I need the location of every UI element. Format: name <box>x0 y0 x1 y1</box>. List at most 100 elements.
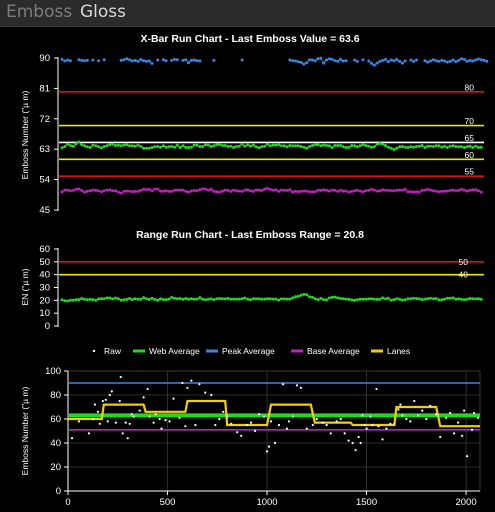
range-point <box>161 298 165 302</box>
range-point <box>229 297 233 301</box>
xbar-point-peak <box>423 59 427 63</box>
range-point <box>68 298 72 302</box>
range-point <box>102 297 106 301</box>
xbar-point-web <box>471 146 475 149</box>
range-point <box>350 298 354 302</box>
raw-y-tick-label: 100 <box>45 366 61 377</box>
xbar-point-base <box>333 188 337 192</box>
xbar-point-peak <box>460 57 463 61</box>
xbar-point-base <box>116 190 120 194</box>
xbar-point-web <box>378 142 382 145</box>
raw-point <box>435 413 438 416</box>
xbar-point-base <box>66 188 70 192</box>
xbar-point-base <box>136 189 140 193</box>
xbar-point-web <box>94 144 98 148</box>
legend-label: Web Average <box>149 346 200 356</box>
xbar-point-peak <box>400 61 404 65</box>
xbar-point-web <box>409 145 413 149</box>
range-point <box>431 297 435 301</box>
xbar-point-peak <box>409 58 413 62</box>
xbar-point-base <box>234 189 238 193</box>
range-point <box>63 299 67 303</box>
range-limit-label: 50 <box>459 257 469 267</box>
xbar-point-peak <box>330 57 334 61</box>
xbar-chart: X-Bar Run Chart - Last Emboss Value = 63… <box>20 33 489 216</box>
xbar-point-base <box>308 190 312 194</box>
xbar-point-web <box>147 146 151 150</box>
range-point <box>468 297 472 300</box>
range-point <box>474 297 478 301</box>
xbar-point-base <box>474 188 478 192</box>
raw-point <box>114 421 117 424</box>
xbar-point-base <box>251 189 255 193</box>
raw-point <box>110 390 113 393</box>
range-point <box>370 297 373 301</box>
range-point <box>215 297 219 301</box>
xbar-point-web <box>173 145 176 149</box>
raw-point <box>250 421 253 424</box>
range-point <box>336 296 340 300</box>
xbar-point-base <box>97 189 101 193</box>
xbar-point-web <box>150 146 154 149</box>
range-point <box>353 298 357 302</box>
xbar-point-web <box>336 144 340 147</box>
xbar-point-web <box>479 145 483 149</box>
range-point <box>426 297 430 301</box>
xbar-point-peak <box>485 59 489 63</box>
range-point <box>170 295 174 299</box>
xbar-point-web <box>125 143 129 147</box>
range-point <box>74 298 78 302</box>
xbar-point-peak <box>102 58 106 62</box>
xbar-point-peak <box>184 58 188 62</box>
xbar-point-base <box>246 188 250 192</box>
xbar-point-base <box>378 189 382 193</box>
xbar-point-base <box>415 190 418 194</box>
range-y-tick-label: 30 <box>39 283 50 294</box>
raw-point <box>425 417 428 421</box>
raw-point <box>476 416 480 419</box>
legend-label: Base Average <box>307 346 360 356</box>
xbar-point-base <box>271 188 275 192</box>
xbar-point-base <box>285 188 289 192</box>
xbar-point-base <box>91 188 95 192</box>
raw-point <box>466 455 469 458</box>
xbar-point-web <box>114 144 117 147</box>
xbar-point-web <box>440 145 444 149</box>
range-point <box>80 297 84 300</box>
xbar-point-web <box>451 144 455 148</box>
xbar-point-base <box>215 190 219 194</box>
xbar-point-base <box>139 188 143 192</box>
tab-emboss[interactable]: Emboss <box>6 2 73 22</box>
range-point <box>325 298 328 302</box>
range-point <box>265 297 269 301</box>
range-point <box>313 297 317 301</box>
raw-point <box>194 423 197 427</box>
range-point <box>108 296 112 300</box>
xbar-point-base <box>164 189 168 193</box>
xbar-point-web <box>80 143 84 147</box>
range-point <box>116 297 120 301</box>
range-point <box>184 297 188 300</box>
xbar-point-web <box>339 144 342 147</box>
raw-y-tick-label: 0 <box>56 486 61 497</box>
raw-point <box>181 381 184 385</box>
xbar-point-peak <box>133 58 137 62</box>
xbar-point-web <box>316 143 320 147</box>
raw-point <box>305 427 308 430</box>
xbar-point-base <box>448 188 452 192</box>
xbar-point-web <box>443 144 447 148</box>
range-point <box>85 298 89 302</box>
tab-gloss[interactable]: Gloss <box>80 2 127 22</box>
xbar-point-peak <box>412 59 416 63</box>
xbar-point-web <box>364 144 368 147</box>
xbar-y-tick-label: 54 <box>39 175 50 186</box>
xbar-point-base <box>187 190 191 194</box>
xbar-point-web <box>136 143 140 147</box>
xbar-point-peak <box>198 59 202 63</box>
xbar-point-base <box>229 189 233 193</box>
range-point <box>415 297 418 300</box>
range-point <box>218 297 221 300</box>
raw-x-tick-label: 2000 <box>455 497 476 508</box>
range-point <box>178 297 182 300</box>
xbar-point-peak <box>454 60 458 64</box>
